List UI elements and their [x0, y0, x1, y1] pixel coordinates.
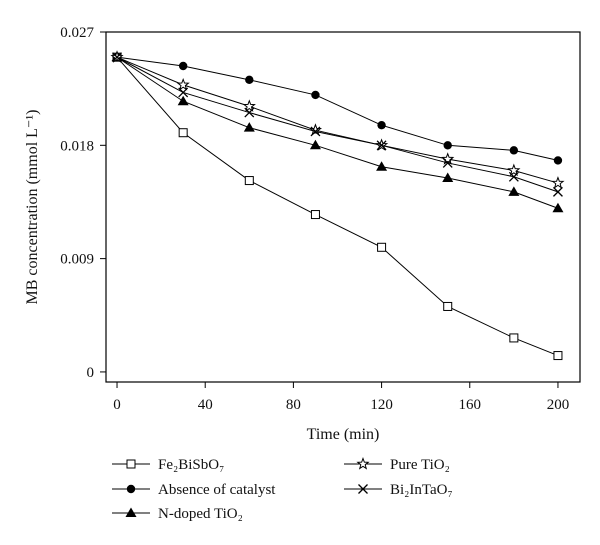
- legend-label: Pure TiO₂: [390, 457, 450, 473]
- x-axis: 0 40 80 120 160 200: [113, 382, 569, 413]
- legend: Fe₂BiSbO₇ Absence of catalyst N-doped TiO₂…: [112, 457, 453, 522]
- series-line: [116, 56, 559, 193]
- data-point: [376, 140, 387, 151]
- x-tick-label: 0: [113, 397, 121, 413]
- data-point: [442, 172, 454, 183]
- x-tick-label: 120: [370, 397, 393, 413]
- legend-marker: [125, 507, 137, 517]
- series-4: [112, 52, 563, 197]
- series-1: [112, 52, 563, 165]
- data-point: [509, 146, 519, 155]
- legend-label: N-doped TiO₂: [158, 506, 243, 522]
- series-line: [116, 56, 559, 209]
- x-tick-label: 80: [286, 397, 301, 413]
- data-point: [376, 161, 388, 171]
- plot-area-frame: [105, 31, 581, 383]
- data-point: [508, 171, 519, 182]
- data-point: [244, 107, 255, 118]
- data-point: [311, 90, 320, 100]
- y-tick-label: 0.009: [60, 252, 94, 268]
- legend-item-4: Bi₂InTaO₇: [344, 482, 453, 498]
- data-point: [244, 176, 254, 186]
- series-line: [116, 56, 559, 357]
- data-point: [176, 77, 190, 91]
- legend-marker: [356, 457, 370, 470]
- legend-item-1: Absence of catalyst: [112, 482, 276, 498]
- y-tick-label: 0.027: [60, 25, 94, 41]
- data-point: [509, 333, 519, 343]
- data-point: [308, 123, 323, 136]
- x-axis-label: Time (min): [307, 426, 380, 443]
- data-point: [178, 87, 189, 98]
- x-tick-label: 160: [459, 397, 482, 413]
- legend-label: Absence of catalyst: [158, 482, 276, 498]
- legend-marker: [126, 484, 136, 494]
- data-point: [310, 126, 321, 137]
- x-tick-label: 40: [198, 397, 213, 413]
- y-axis: 0 0.009 0.018 0.027: [60, 25, 106, 381]
- data-point: [377, 242, 387, 252]
- legend-item-3: Pure TiO₂: [344, 457, 450, 473]
- data-point: [242, 99, 256, 112]
- legend-marker: [358, 484, 368, 494]
- y-tick-label: 0: [87, 365, 95, 381]
- series-2: [111, 51, 564, 213]
- series-3: [110, 50, 565, 189]
- legend-label: Bi₂InTaO₇: [390, 482, 453, 498]
- data-point: [553, 156, 563, 165]
- data-point: [551, 176, 565, 189]
- data-point: [243, 122, 255, 132]
- legend-marker: [126, 459, 136, 469]
- legend-label: Fe₂BiSbO₇: [158, 457, 224, 473]
- data-point: [178, 61, 188, 71]
- data-point: [310, 210, 320, 220]
- data-point: [443, 301, 453, 311]
- y-tick-label: 0.018: [60, 138, 94, 154]
- data-point: [552, 186, 563, 197]
- data-point: [177, 95, 189, 106]
- data-point: [553, 351, 563, 361]
- data-point: [508, 186, 520, 196]
- data-point: [112, 52, 122, 63]
- data-point: [309, 139, 321, 150]
- series-line: [116, 56, 559, 161]
- data-point: [443, 141, 452, 150]
- x-tick-label: 200: [547, 397, 570, 413]
- legend-item-2: N-doped TiO₂: [112, 506, 243, 522]
- data-point: [507, 163, 521, 177]
- data-point: [441, 152, 455, 165]
- series-layer: [110, 50, 565, 361]
- data-point: [442, 157, 453, 168]
- series-line: [116, 56, 559, 184]
- data-point: [377, 120, 386, 130]
- data-point: [245, 75, 254, 85]
- legend-item-0: Fe₂BiSbO₇: [112, 457, 224, 473]
- data-point: [178, 128, 188, 138]
- y-axis-label: MB concentration (mmol L⁻¹): [24, 110, 41, 305]
- data-point: [552, 202, 564, 213]
